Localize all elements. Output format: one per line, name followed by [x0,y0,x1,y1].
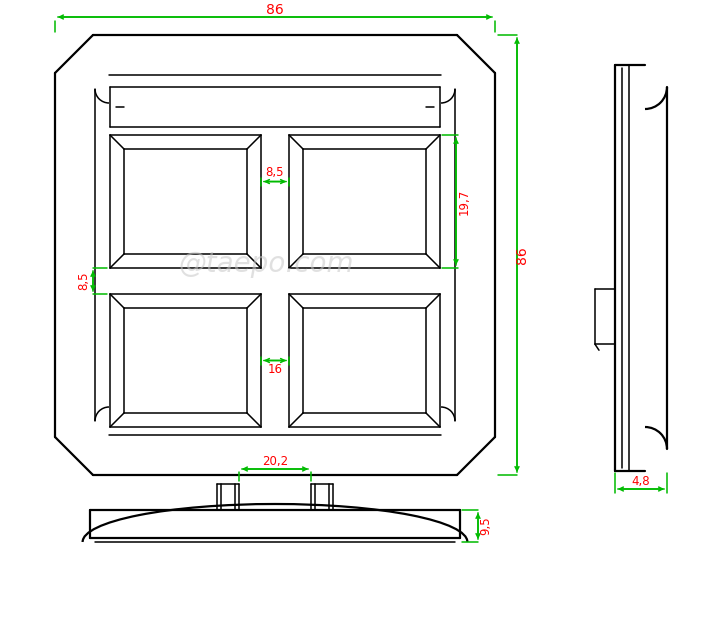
Text: 86: 86 [515,246,529,264]
Text: 19,7: 19,7 [457,188,471,215]
Text: 8,5: 8,5 [266,166,284,179]
Text: 8,5: 8,5 [77,272,91,290]
Text: 4,8: 4,8 [632,475,650,487]
Text: 9,5: 9,5 [479,517,493,536]
Text: @taepo.com: @taepo.com [179,249,354,278]
Text: 20,2: 20,2 [262,455,288,467]
Text: 16: 16 [267,363,282,376]
Text: 86: 86 [266,3,284,17]
